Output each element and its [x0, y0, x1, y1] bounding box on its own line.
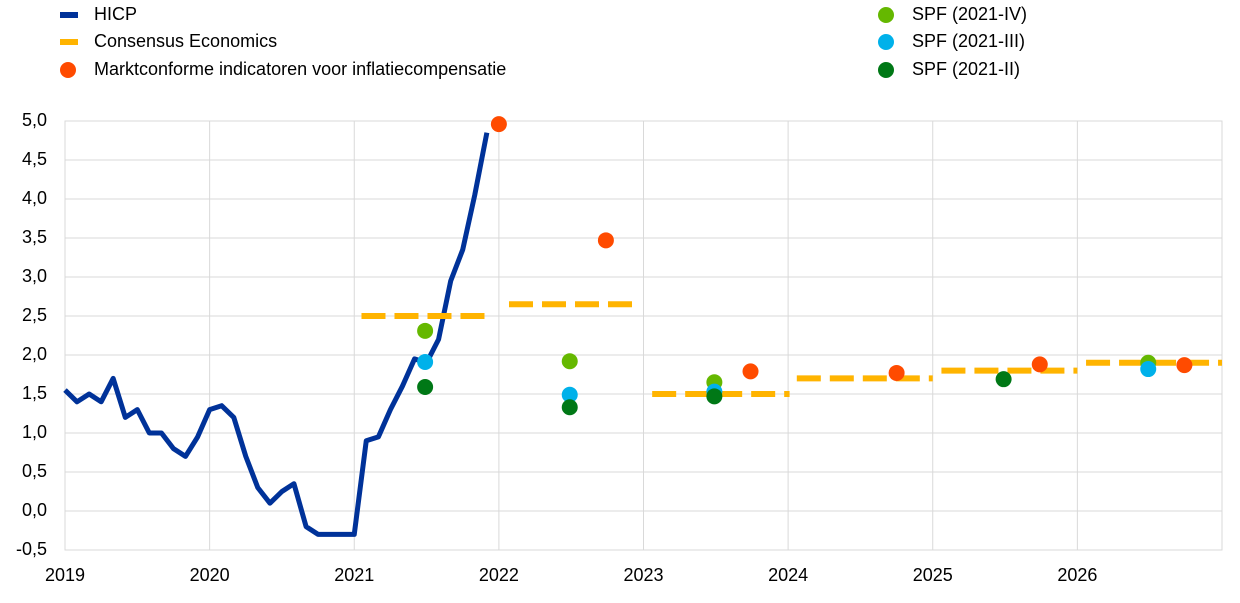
- x-tick-label: 2020: [190, 565, 230, 585]
- legend-marker: [878, 34, 894, 50]
- y-tick-label: 0,5: [22, 461, 47, 481]
- legend-label: SPF (2021-III): [912, 31, 1025, 51]
- x-tick-label: 2019: [45, 565, 85, 585]
- dot: [1140, 361, 1157, 378]
- legend-label: SPF (2021-IV): [912, 4, 1027, 24]
- y-tick-label: 1,0: [22, 422, 47, 442]
- dot: [742, 363, 759, 380]
- dot: [490, 116, 507, 133]
- y-tick-label: 5,0: [22, 110, 47, 130]
- dot: [561, 399, 578, 416]
- legend-label: Marktconforme indicatoren voor inflatiec…: [94, 59, 506, 79]
- x-tick-label: 2021: [334, 565, 374, 585]
- hicp-line: [63, 132, 490, 537]
- dot: [597, 232, 614, 249]
- y-tick-label: 4,5: [22, 149, 47, 169]
- dot: [417, 378, 434, 395]
- legend-label: HICP: [94, 4, 137, 24]
- y-tick-label: 3,0: [22, 266, 47, 286]
- y-tick-label: 4,0: [22, 188, 47, 208]
- x-tick-label: 2026: [1057, 565, 1097, 585]
- legend-marker: [878, 62, 894, 78]
- dot: [417, 354, 434, 371]
- dot: [1176, 357, 1193, 374]
- y-tick-label: 2,0: [22, 344, 47, 364]
- dot: [706, 388, 723, 405]
- legend-marker: [878, 7, 894, 23]
- x-tick-label: 2023: [623, 565, 663, 585]
- x-tick-label: 2024: [768, 565, 808, 585]
- plot-border: [64, 120, 1223, 551]
- dot: [995, 371, 1012, 388]
- y-tick-label: 0,0: [22, 500, 47, 520]
- legend-marker: [60, 62, 76, 78]
- y-tick-label: 2,5: [22, 305, 47, 325]
- y-tick-label: -0,5: [16, 539, 47, 559]
- x-tick-label: 2025: [913, 565, 953, 585]
- legend-label: SPF (2021-II): [912, 59, 1020, 79]
- dot: [417, 322, 434, 339]
- y-tick-label: 1,5: [22, 383, 47, 403]
- dot: [888, 364, 905, 381]
- dot: [1031, 356, 1048, 373]
- dot: [561, 353, 578, 370]
- dot: [561, 386, 578, 403]
- y-tick-label: 3,5: [22, 227, 47, 247]
- x-tick-label: 2022: [479, 565, 519, 585]
- legend-label: Consensus Economics: [94, 31, 277, 51]
